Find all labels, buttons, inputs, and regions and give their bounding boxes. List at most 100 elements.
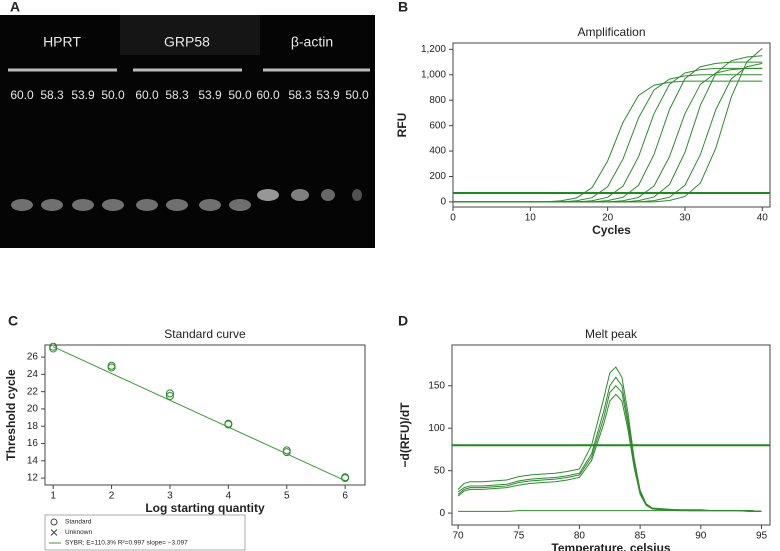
gel-band	[321, 189, 335, 201]
y-tick-label: 22	[27, 386, 39, 397]
lane-label: 60.0	[256, 88, 280, 102]
y-tick-label: 600	[429, 120, 446, 131]
y-tick-label: 18	[27, 421, 39, 432]
series-line	[453, 67, 763, 203]
x-tick-label: 20	[602, 213, 614, 224]
y-tick-label: 12	[27, 473, 39, 484]
lane-label: 60.0	[135, 88, 159, 102]
data-point	[165, 391, 174, 400]
y-tick-label: 16	[27, 438, 39, 449]
plot-frame	[452, 42, 771, 208]
legend-label: SYBR; E=110.3% R²=0.997 slope= −3.097	[65, 540, 188, 547]
y-tick-label: 400	[429, 146, 446, 157]
y-tick-label: 800	[429, 95, 446, 106]
x-tick-label: 5	[284, 491, 290, 502]
panel-label: C	[8, 313, 18, 329]
series-line	[457, 384, 762, 512]
legend-icon	[50, 518, 58, 526]
gel-band	[11, 199, 33, 211]
legend-frame	[44, 514, 246, 551]
y-tick-label: 0	[439, 508, 445, 519]
gel-band	[72, 199, 94, 211]
series-line	[453, 47, 763, 203]
data-point	[49, 344, 58, 353]
y-tick-label: 26	[27, 352, 39, 363]
gel-band	[291, 189, 309, 201]
y-tick-label: 50	[434, 465, 446, 476]
gel-band	[352, 189, 362, 201]
y-tick-label: 200	[429, 171, 446, 182]
plot-frame	[451, 344, 771, 526]
series-line	[457, 393, 762, 512]
gel-shade	[120, 15, 260, 55]
chart-panel: D Melt peak Temperature, celsius −d(RFU)/dT…	[398, 313, 771, 551]
x-tick-label: 30	[679, 213, 691, 224]
x-tick-label: 4	[226, 491, 232, 502]
panel-label: A	[10, 0, 20, 15]
gel-band	[257, 189, 279, 201]
fit-line	[52, 346, 346, 482]
legend-label: Standard	[65, 519, 92, 526]
lane-label: 53.9	[71, 88, 95, 102]
chart-title: Melt peak	[585, 327, 638, 341]
y-axis-title: −d(RFU)/dT	[398, 402, 412, 468]
y-tick-label: 20	[27, 404, 39, 415]
y-axis-title: Threshold cycle	[4, 369, 18, 461]
chart-panel: C Standard curve Log starting quantity Thre…	[4, 313, 366, 551]
y-tick-label: 1,200	[421, 44, 446, 55]
y-axis-title: RFU	[395, 113, 409, 138]
gene-label: GRP58	[164, 34, 210, 50]
series-line	[453, 61, 763, 203]
y-tick-label: 100	[428, 423, 445, 434]
chart-title: Standard curve	[164, 327, 246, 341]
lane-label: 50.0	[101, 88, 125, 102]
series-line	[457, 366, 762, 512]
gene-label: β-actin	[291, 34, 333, 50]
x-tick-label: 75	[513, 531, 525, 542]
x-axis-title: Cycles	[592, 223, 631, 237]
lane-label: 58.3	[165, 88, 189, 102]
gel-image: HPRT 60.0 58.3 53.9 50.0 GRP58 60.0 58.3 53.9 50.…	[0, 15, 375, 248]
gel-band	[102, 199, 124, 211]
x-tick-label: 1	[50, 491, 56, 502]
lane-label: 50.0	[345, 88, 369, 102]
x-tick-label: 6	[342, 491, 348, 502]
series-line	[453, 62, 763, 203]
y-tick-label: 14	[27, 455, 39, 466]
x-axis-title: Temperature, celsius	[551, 541, 670, 551]
data-point	[165, 389, 174, 398]
series-line	[453, 80, 763, 203]
gel-band	[199, 199, 221, 211]
y-tick-label: 24	[27, 369, 39, 380]
x-axis-title: Log starting quantity	[145, 501, 265, 515]
series-line	[453, 67, 763, 203]
panel-label: D	[398, 313, 408, 329]
data-point	[107, 361, 116, 370]
series-line	[453, 74, 763, 203]
x-tick-label: 80	[574, 531, 586, 542]
legend-icon	[50, 529, 58, 536]
x-tick-label: 95	[756, 531, 768, 542]
data-point	[49, 342, 58, 351]
data-point	[107, 363, 116, 372]
lane-label: 53.9	[198, 88, 222, 102]
plot-frame	[44, 344, 366, 486]
x-tick-label: 90	[695, 531, 707, 542]
y-tick-label: 150	[428, 380, 445, 391]
legend-label: Unknown	[65, 529, 92, 536]
gel-band	[166, 199, 188, 211]
x-tick-label: 85	[635, 531, 647, 542]
lane-label: 60.0	[10, 88, 34, 102]
x-tick-label: 2	[109, 491, 115, 502]
legend: Standard Unknown SYBR; E=110.3% R²=0.997 s…	[44, 514, 246, 551]
series-line	[453, 55, 763, 203]
panel-label: B	[398, 0, 408, 15]
series-line	[458, 510, 762, 512]
lane-label: 53.9	[316, 88, 340, 102]
y-tick-label: 0	[440, 197, 446, 208]
lane-label: 58.3	[288, 88, 312, 102]
x-tick-label: 40	[757, 213, 769, 224]
chart-title: Amplification	[577, 25, 645, 39]
